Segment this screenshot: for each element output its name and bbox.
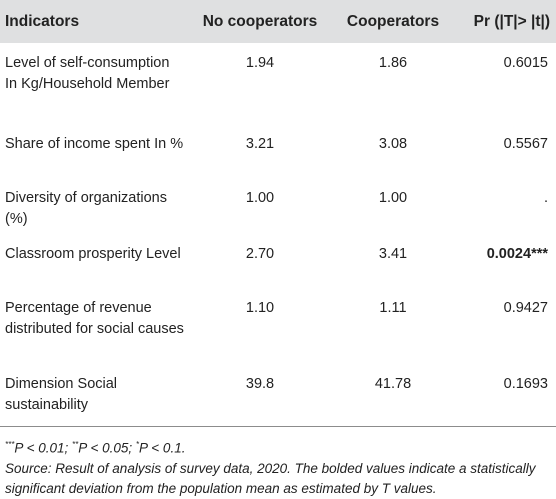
table-footnotes: ***P < 0.01; **P < 0.05; *P < 0.1. Sourc… [0, 427, 556, 499]
pr-cell: 0.0024*** [456, 236, 556, 290]
cooperators-cell: 3.41 [378, 246, 408, 262]
pr-value: 0.9427 [503, 300, 548, 316]
cooperators-cell: 41.78 [330, 366, 456, 427]
pr-value: 0.5567 [503, 136, 548, 152]
no-cooperators-cell: 1.94 [245, 55, 275, 71]
pr-value-significant: 0.0024 [486, 246, 532, 262]
indicators-table: Indicators No cooperators Cooperators Pr… [0, 0, 556, 427]
table-row: Percentage of revenue distributed for so… [0, 290, 556, 366]
header-indicators: Indicators [5, 12, 80, 30]
table-row: Level of self-consumption In Kg/Househol… [0, 43, 556, 126]
indicator-cell: Percentage of revenue distributed for so… [5, 300, 184, 337]
indicator-cell: Level of self-consumption In Kg/Househol… [5, 55, 170, 92]
pr-value: . [543, 190, 548, 206]
no-cooperators-cell: 39.8 [190, 366, 330, 427]
pr-value: 0.1693 [503, 376, 548, 392]
significance-note: ***P < 0.01; **P < 0.05; *P < 0.1. [5, 435, 551, 459]
p-0-1-text: P < 0.1. [139, 440, 186, 456]
stars-0-05: ** [72, 440, 79, 449]
no-cooperators-cell: 1.10 [245, 300, 275, 316]
indicator-cell: Classroom prosperity Level [5, 246, 181, 262]
header-pr: Pr (|T|> |t|) [473, 12, 550, 30]
table-header-row: Indicators No cooperators Cooperators Pr… [0, 0, 556, 43]
pr-value: 0.6015 [503, 55, 548, 71]
indicator-cell: Share of income spent In % [5, 136, 184, 152]
table-row: Classroom prosperity Level 2.70 3.41 0.0… [0, 236, 556, 290]
no-cooperators-cell: 3.21 [245, 136, 275, 152]
source-note: Source: Result of analysis of survey dat… [5, 460, 536, 496]
no-cooperators-cell: 1.00 [245, 190, 275, 206]
table-row: Share of income spent In % 3.21 3.08 0.5… [0, 126, 556, 180]
no-cooperators-cell: 2.70 [245, 246, 275, 262]
significance-stars: *** [531, 246, 548, 262]
p-0-05-text: P < 0.05; [78, 440, 136, 456]
cooperators-cell: 1.11 [379, 300, 407, 316]
indicator-cell: Dimension Social sustainability [0, 366, 190, 427]
pr-cell: 0.5567 [456, 126, 556, 180]
indicator-cell: Diversity of organizations (%) [5, 190, 167, 227]
header-no-cooperators: No cooperators [202, 12, 318, 30]
header-cooperators: Cooperators [346, 12, 440, 30]
cooperators-cell: 1.00 [378, 190, 408, 206]
table-row: Diversity of organizations (%) 1.00 1.00… [0, 180, 556, 236]
stars-0-01: *** [5, 440, 15, 449]
cooperators-cell: 3.08 [378, 136, 408, 152]
table-row: Dimension Social sustainability 39.8 41.… [0, 366, 556, 427]
pr-cell: 0.9427 [456, 290, 556, 366]
stars-0-1: * [135, 440, 140, 449]
p-0-01-text: P < 0.01; [14, 440, 73, 456]
pr-cell: 0.1693 [456, 366, 556, 427]
pr-cell: . [456, 180, 556, 236]
cooperators-cell: 1.86 [378, 55, 408, 71]
pr-cell: 0.6015 [456, 43, 556, 126]
